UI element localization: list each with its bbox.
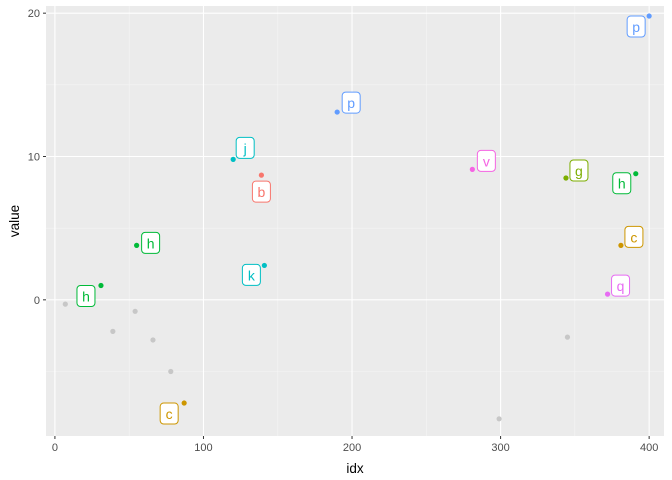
grid-lines	[46, 6, 664, 436]
point-label-text: j	[243, 140, 247, 156]
point-label-box	[611, 274, 631, 297]
background-points	[62, 301, 571, 422]
point-label: g	[569, 159, 589, 182]
point-label-text: p	[632, 19, 640, 35]
point-label-box	[159, 402, 179, 425]
background-point	[62, 301, 68, 307]
background-point	[132, 308, 138, 314]
labeled-points: h h c j b k p v g c h q p	[76, 13, 652, 425]
point-label: c	[624, 225, 644, 248]
point-label-text: k	[248, 267, 256, 283]
background-point	[110, 328, 116, 334]
data-point	[334, 109, 340, 115]
point-label: h	[141, 231, 161, 254]
data-point	[258, 172, 265, 178]
plot-panel	[46, 6, 664, 436]
point-label-box	[141, 231, 161, 254]
point-label: p	[341, 91, 361, 114]
x-tick-label: 0	[52, 442, 58, 454]
background-point	[168, 368, 174, 375]
data-point	[469, 166, 475, 172]
data-point	[261, 262, 267, 269]
point-label-box	[569, 159, 589, 182]
point-label-box	[626, 15, 646, 38]
x-tick-label: 100	[194, 442, 212, 454]
point-label-text: c	[630, 229, 637, 245]
point-label: k	[241, 263, 261, 286]
point-label-box	[241, 263, 261, 286]
point-label-box	[251, 180, 271, 203]
point-label-box	[235, 136, 255, 159]
point-label-text: h	[147, 235, 155, 251]
x-axis-title: idx	[346, 461, 364, 476]
point-label-text: h	[82, 289, 90, 305]
background-point	[496, 416, 502, 422]
point-label-box	[624, 225, 644, 248]
data-point	[134, 242, 140, 248]
y-tick-label: 0	[34, 295, 40, 307]
point-label: h	[76, 285, 96, 307]
y-axis-title: value	[7, 205, 22, 237]
point-label: q	[611, 274, 631, 297]
axis-ticks: 0 100 200 300 400 0 10 20	[28, 8, 659, 454]
data-point	[230, 156, 236, 162]
data-point	[618, 242, 624, 248]
data-point	[563, 175, 569, 181]
data-point	[633, 171, 639, 177]
point-label: h	[612, 172, 632, 195]
x-tick-label: 300	[491, 442, 509, 454]
point-label-text: q	[617, 278, 625, 294]
point-label: j	[235, 136, 255, 159]
y-tick-label: 10	[28, 152, 40, 164]
x-tick-label: 200	[343, 442, 361, 454]
point-label-box	[76, 285, 96, 307]
point-label: c	[159, 402, 179, 425]
point-label: p	[626, 15, 646, 38]
point-label: b	[251, 180, 271, 203]
point-label-box	[476, 149, 496, 172]
background-point	[564, 334, 571, 340]
point-label-text: c	[166, 406, 173, 422]
point-label: v	[476, 149, 496, 172]
point-label-text: b	[258, 184, 266, 200]
background-point	[150, 337, 156, 343]
data-point	[646, 13, 652, 19]
point-label-text: g	[575, 163, 583, 179]
point-label-text: p	[347, 95, 355, 111]
y-tick-label: 20	[28, 8, 40, 20]
data-point	[98, 282, 104, 289]
point-label-text: h	[618, 176, 626, 192]
point-label-text: v	[483, 153, 490, 169]
point-label-box	[612, 172, 632, 195]
point-label-box	[341, 91, 361, 114]
data-point	[604, 291, 611, 297]
data-point	[181, 400, 187, 406]
x-tick-label: 400	[640, 442, 658, 454]
